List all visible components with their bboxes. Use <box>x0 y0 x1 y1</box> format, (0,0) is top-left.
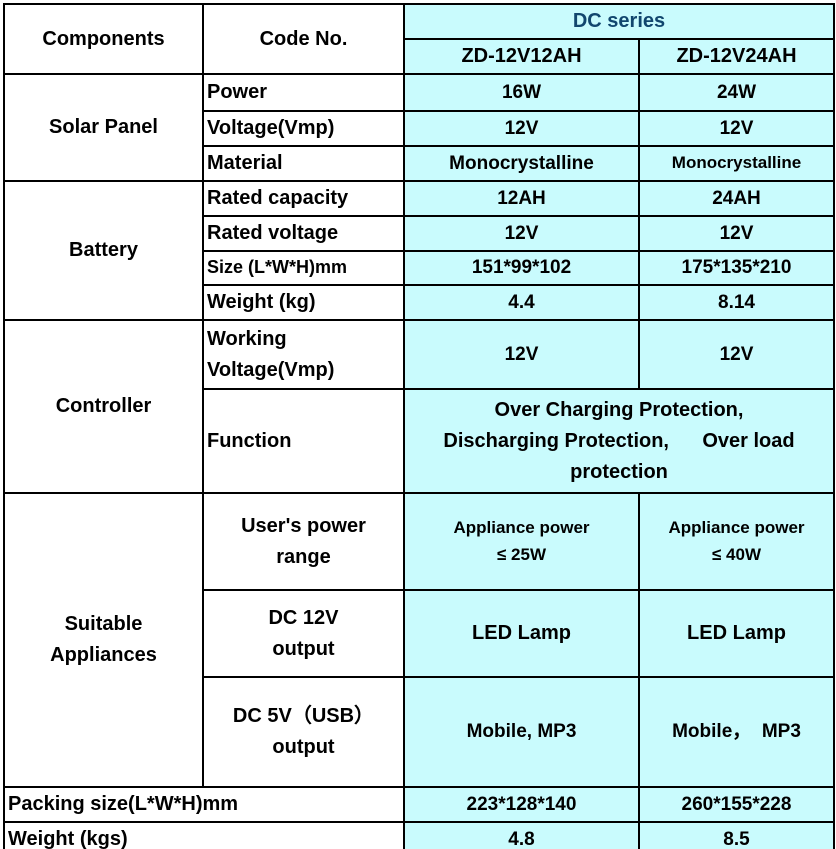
row-power: Solar Panel Power 16W 24W <box>3 73 835 182</box>
label-battery-size: Size (L*W*H)mm <box>202 250 405 286</box>
value-dc5v-output-1: Mobile, MP3 <box>403 676 640 788</box>
label-power: Power <box>202 73 405 112</box>
label-packed-weight: Weight (kgs) <box>3 821 405 849</box>
row-function: Function Over Charging Protection, Disch… <box>4 388 835 494</box>
value-working-voltage-2: 12V <box>638 319 835 390</box>
value-battery-weight-2: 8.14 <box>638 284 835 321</box>
value-packed-weight-2: 8.5 <box>638 821 835 849</box>
value-power-range-2: Appliance power ≤ 40W <box>638 492 835 591</box>
value-voltage-1: 12V <box>403 110 640 147</box>
value-rated-voltage-1: 12V <box>403 215 640 252</box>
row-battery-weight: Weight (kg) 4.4 8.14 <box>4 284 835 321</box>
label-voltage: Voltage(Vmp) <box>202 110 405 147</box>
value-rated-capacity-1: 12AH <box>403 180 640 217</box>
value-packing-size-2: 260*155*228 <box>638 786 835 823</box>
label-power-range: User's power range <box>202 492 405 591</box>
label-rated-capacity: Rated capacity <box>202 180 405 217</box>
header-model-zd12v12ah: ZD-12V12AH <box>403 38 640 75</box>
value-function: Over Charging Protection, Discharging Pr… <box>403 388 835 494</box>
label-dc5v-output: DC 5V（USB） output <box>202 676 405 788</box>
value-battery-size-2: 175*135*210 <box>638 250 835 286</box>
value-power-2: 24W <box>638 73 835 112</box>
row-dc5v-output: DC 5V（USB） output Mobile, MP3 Mobile， MP… <box>4 676 835 788</box>
section-solar-panel: Solar Panel <box>3 73 204 182</box>
header-row-models: ZD-12V12AH ZD-12V24AH <box>4 38 835 75</box>
value-rated-capacity-2: 24AH <box>638 180 835 217</box>
header-code-no: Code No. <box>202 3 405 75</box>
row-rated-voltage: Rated voltage 12V 12V <box>4 215 835 252</box>
header-components: Components <box>3 3 204 75</box>
value-material-2: Monocrystalline <box>638 145 835 182</box>
row-power-range: Suitable Appliances User's power range A… <box>3 492 835 788</box>
value-dc12v-output-1: LED Lamp <box>403 589 640 678</box>
row-working-voltage: Controller Working Voltage(Vmp) 12V 12V <box>3 319 835 494</box>
row-voltage: Voltage(Vmp) 12V 12V <box>4 110 835 147</box>
value-rated-voltage-2: 12V <box>638 215 835 252</box>
value-battery-size-1: 151*99*102 <box>403 250 640 286</box>
value-battery-weight-1: 4.4 <box>403 284 640 321</box>
label-packing-size: Packing size(L*W*H)mm <box>3 786 405 823</box>
value-working-voltage-1: 12V <box>403 319 640 390</box>
label-battery-weight: Weight (kg) <box>202 284 405 321</box>
value-voltage-2: 12V <box>638 110 835 147</box>
value-power-1: 16W <box>403 73 640 112</box>
label-working-voltage: Working Voltage(Vmp) <box>202 319 405 390</box>
value-material-1: Monocrystalline <box>403 145 640 182</box>
header-model-zd12v24ah: ZD-12V24AH <box>638 38 835 75</box>
row-dc12v-output: DC 12V output LED Lamp LED Lamp <box>4 589 835 678</box>
section-suitable-appliances: Suitable Appliances <box>3 492 204 788</box>
row-packing-size: Packing size(L*W*H)mm 223*128*140 260*15… <box>3 786 835 823</box>
label-dc12v-output: DC 12V output <box>202 589 405 678</box>
row-rated-capacity: Battery Rated capacity 12AH 24AH <box>3 180 835 321</box>
label-rated-voltage: Rated voltage <box>202 215 405 252</box>
row-packed-weight: Weight (kgs) 4.8 8.5 <box>3 821 835 849</box>
value-packed-weight-1: 4.8 <box>403 821 640 849</box>
row-battery-size: Size (L*W*H)mm 151*99*102 175*135*210 <box>4 250 835 286</box>
value-dc12v-output-2: LED Lamp <box>638 589 835 678</box>
label-material: Material <box>202 145 405 182</box>
section-controller: Controller <box>3 319 204 494</box>
row-material: Material Monocrystalline Monocrystalline <box>4 145 835 182</box>
label-function: Function <box>202 388 405 494</box>
section-battery: Battery <box>3 180 204 321</box>
header-dc-series: DC series <box>403 3 835 40</box>
value-power-range-1: Appliance power ≤ 25W <box>403 492 640 591</box>
value-packing-size-1: 223*128*140 <box>403 786 640 823</box>
value-dc5v-output-2: Mobile， MP3 <box>638 676 835 788</box>
header-row-series: Components Code No. DC series <box>3 3 835 75</box>
spec-table: Components Code No. DC series ZD-12V12AH… <box>3 3 835 849</box>
